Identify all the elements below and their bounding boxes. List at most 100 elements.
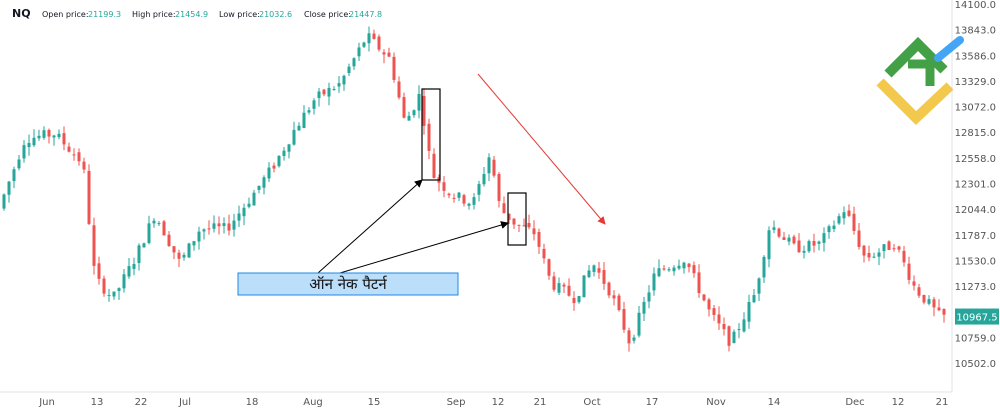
pattern-box-2 — [507, 192, 527, 246]
candle-up — [557, 283, 561, 293]
time-tick: 18 — [246, 397, 259, 408]
candle-down — [932, 299, 936, 308]
candle-down — [372, 33, 376, 39]
candle-up — [677, 265, 681, 269]
candle-down — [567, 285, 571, 296]
candle-up — [587, 270, 591, 278]
candle-up — [22, 145, 26, 159]
candle-up — [802, 250, 806, 253]
candle-up — [877, 252, 881, 257]
candle-up — [132, 264, 136, 269]
candle-up — [347, 66, 351, 74]
price-tick: 13072.0 — [955, 103, 996, 114]
candle-down — [612, 295, 616, 299]
candle-down — [687, 263, 691, 268]
candle-up — [817, 241, 821, 244]
time-tick: Sep — [447, 397, 466, 408]
symbol-label: NQ — [12, 7, 31, 20]
time-tick: Oct — [583, 397, 600, 408]
candle-up — [747, 302, 751, 322]
candle-up — [302, 112, 306, 129]
candle-down — [697, 272, 701, 294]
candle-down — [782, 237, 786, 240]
candle-up — [842, 212, 846, 219]
candle-down — [812, 240, 816, 246]
candle-up — [267, 167, 271, 179]
candle-down — [892, 248, 896, 250]
candle-up — [657, 268, 661, 277]
candle-up — [112, 291, 116, 297]
candle-down — [377, 36, 381, 50]
candle-up — [762, 256, 766, 278]
candle-down — [272, 165, 276, 169]
candle-up — [57, 133, 61, 138]
candle-up — [247, 203, 251, 207]
candle-down — [532, 228, 536, 235]
annotation-text: ऑन नेक पैटर्न — [309, 275, 387, 293]
candle-down — [512, 218, 516, 225]
candle-up — [682, 262, 686, 269]
candle-up — [927, 299, 931, 304]
candle-up — [27, 142, 31, 148]
last-price-badge — [955, 308, 999, 325]
price-tick: 12558.0 — [955, 154, 996, 165]
candle-up — [122, 274, 126, 289]
time-tick: 14 — [768, 397, 781, 408]
candle-down — [887, 241, 891, 250]
time-axis[interactable]: Jun 13 22 Jul 18 Aug 15 Sep 12 21 Oct 17 Nov 14 Dec 12 2… — [38, 397, 948, 408]
candle-up — [767, 230, 771, 260]
candle-down — [162, 221, 166, 236]
candle-up — [182, 254, 186, 258]
candle-up — [837, 216, 841, 224]
candle-up — [307, 110, 311, 113]
candle-up — [242, 207, 246, 217]
candle-up — [332, 89, 336, 91]
candle-up — [342, 75, 346, 85]
candle-down — [857, 230, 861, 247]
candle-down — [542, 248, 546, 259]
price-tick: 13843.0 — [955, 26, 996, 37]
candle-down — [727, 326, 731, 346]
candle-down — [87, 170, 91, 224]
candle-up — [317, 91, 321, 99]
candle-down — [492, 159, 496, 176]
candle-up — [232, 220, 236, 230]
close-price-label: Close price: — [304, 10, 351, 19]
candle-up — [477, 184, 481, 195]
candle-down — [777, 228, 781, 237]
annotation-box — [237, 272, 459, 296]
candle-up — [757, 278, 761, 294]
candle-up — [632, 337, 636, 341]
candle-up — [582, 275, 586, 298]
candle-up — [737, 329, 741, 331]
candle-down — [382, 52, 386, 55]
candle-down — [462, 195, 466, 204]
candle-down — [712, 308, 716, 315]
candle-down — [852, 213, 856, 231]
candle-down — [522, 225, 526, 227]
candle-up — [297, 125, 301, 131]
candle-up — [157, 223, 161, 225]
candle-down — [92, 225, 96, 266]
candle-up — [277, 155, 281, 167]
candle-up — [312, 100, 316, 109]
time-tick: Aug — [303, 397, 323, 408]
candle-up — [467, 203, 471, 206]
candle-up — [252, 192, 256, 206]
candle-up — [732, 331, 736, 343]
candle-up — [672, 267, 676, 272]
candle-up — [292, 129, 296, 145]
candle-down — [452, 197, 456, 199]
candles-group — [2, 26, 946, 352]
candle-up — [147, 223, 151, 244]
candle-down — [572, 297, 576, 304]
candle-down — [62, 133, 66, 145]
candle-up — [457, 192, 461, 198]
downtrend-arrow — [477, 73, 606, 225]
candle-down — [507, 213, 511, 220]
open-price-label: Open price: — [42, 10, 89, 19]
candle-up — [222, 223, 226, 227]
candle-down — [937, 307, 941, 311]
candle-down — [177, 252, 181, 259]
